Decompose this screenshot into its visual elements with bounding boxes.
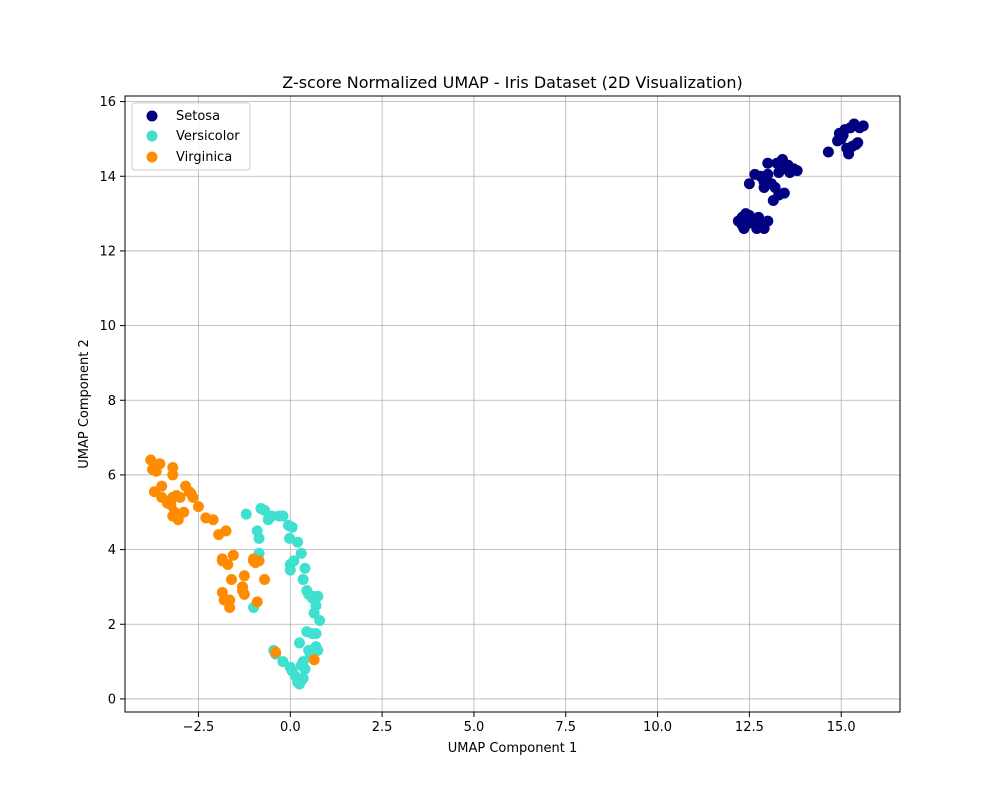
- legend-marker-virginica: [146, 151, 158, 163]
- point-virginica: [192, 501, 204, 513]
- point-virginica: [226, 573, 238, 585]
- point-versicolor: [277, 510, 289, 522]
- point-versicolor: [299, 562, 311, 574]
- x-tick-label: 0.0: [280, 720, 301, 735]
- point-versicolor: [297, 573, 309, 585]
- data-points: [145, 118, 869, 690]
- point-versicolor: [253, 532, 265, 544]
- legend-marker-versicolor: [146, 130, 158, 142]
- x-tick-label: 2.5: [372, 720, 393, 735]
- chart-title: Z-score Normalized UMAP - Iris Dataset (…: [282, 73, 742, 92]
- point-versicolor: [299, 663, 311, 675]
- point-setosa: [844, 122, 856, 134]
- point-virginica: [227, 549, 239, 561]
- y-tick-label: 12: [99, 244, 116, 259]
- point-virginica: [216, 555, 228, 567]
- point-setosa: [773, 167, 785, 179]
- point-setosa: [857, 120, 869, 132]
- plot-frame: [124, 95, 901, 713]
- point-virginica: [238, 570, 250, 582]
- point-virginica: [224, 601, 236, 613]
- point-virginica: [174, 491, 186, 503]
- x-tick-label: 7.5: [555, 720, 576, 735]
- point-virginica: [220, 525, 232, 537]
- point-versicolor: [286, 521, 298, 533]
- axis-ticks: −2.5 0.0 2.5 5.0 7.5 10.0 12.5 15.0 0 2 4 6 8 10 12 14 1…: [99, 95, 855, 735]
- y-tick-label: 16: [99, 95, 116, 110]
- y-tick-label: 4: [108, 543, 116, 558]
- point-setosa: [822, 146, 834, 158]
- point-setosa: [778, 187, 790, 199]
- x-tick-label: −2.5: [183, 720, 215, 735]
- point-virginica: [178, 506, 190, 518]
- point-virginica: [248, 555, 260, 567]
- legend-label-virginica: Virginica: [176, 150, 232, 165]
- point-versicolor: [240, 508, 252, 520]
- point-setosa: [791, 165, 803, 177]
- point-setosa: [758, 176, 770, 188]
- point-versicolor: [290, 671, 302, 683]
- x-tick-label: 10.0: [643, 720, 672, 735]
- point-versicolor: [293, 637, 305, 649]
- legend-label-setosa: Setosa: [176, 109, 220, 124]
- point-setosa: [782, 159, 794, 171]
- point-setosa: [743, 178, 755, 190]
- grid: [125, 96, 900, 712]
- point-virginica: [308, 654, 320, 666]
- point-setosa: [736, 219, 748, 231]
- point-setosa: [841, 142, 853, 154]
- x-tick-label: 5.0: [464, 720, 485, 735]
- point-setosa: [756, 221, 768, 233]
- point-versicolor: [284, 559, 296, 571]
- point-virginica: [270, 646, 282, 658]
- y-tick-label: 6: [108, 468, 116, 483]
- legend-box: [131, 102, 251, 171]
- x-tick-label: 15.0: [827, 720, 856, 735]
- y-tick-label: 0: [108, 692, 116, 707]
- legend-label-versicolor: Versicolor: [176, 129, 240, 144]
- point-versicolor: [310, 628, 322, 640]
- point-virginica: [169, 506, 181, 518]
- x-tick-label: 12.5: [735, 720, 764, 735]
- point-versicolor: [292, 536, 304, 548]
- point-setosa: [837, 129, 849, 141]
- y-axis-label: UMAP Component 2: [77, 339, 92, 468]
- point-virginica: [207, 514, 219, 526]
- point-virginica: [251, 596, 263, 608]
- legend: Setosa Versicolor Virginica: [131, 102, 251, 171]
- point-virginica: [167, 469, 179, 481]
- y-tick-label: 10: [99, 319, 116, 334]
- point-versicolor: [301, 585, 313, 597]
- x-axis-label: UMAP Component 1: [448, 741, 577, 756]
- point-virginica: [161, 497, 173, 509]
- y-tick-label: 2: [108, 618, 116, 633]
- point-versicolor: [314, 615, 326, 627]
- point-setosa: [850, 139, 862, 151]
- point-virginica: [237, 581, 249, 593]
- legend-marker-setosa: [146, 110, 158, 122]
- point-virginica: [185, 488, 197, 500]
- y-tick-label: 8: [108, 394, 116, 409]
- point-versicolor: [295, 547, 307, 559]
- point-virginica: [147, 463, 159, 475]
- point-setosa: [747, 215, 759, 227]
- point-setosa: [762, 157, 774, 169]
- y-tick-label: 14: [99, 170, 116, 185]
- point-virginica: [259, 573, 271, 585]
